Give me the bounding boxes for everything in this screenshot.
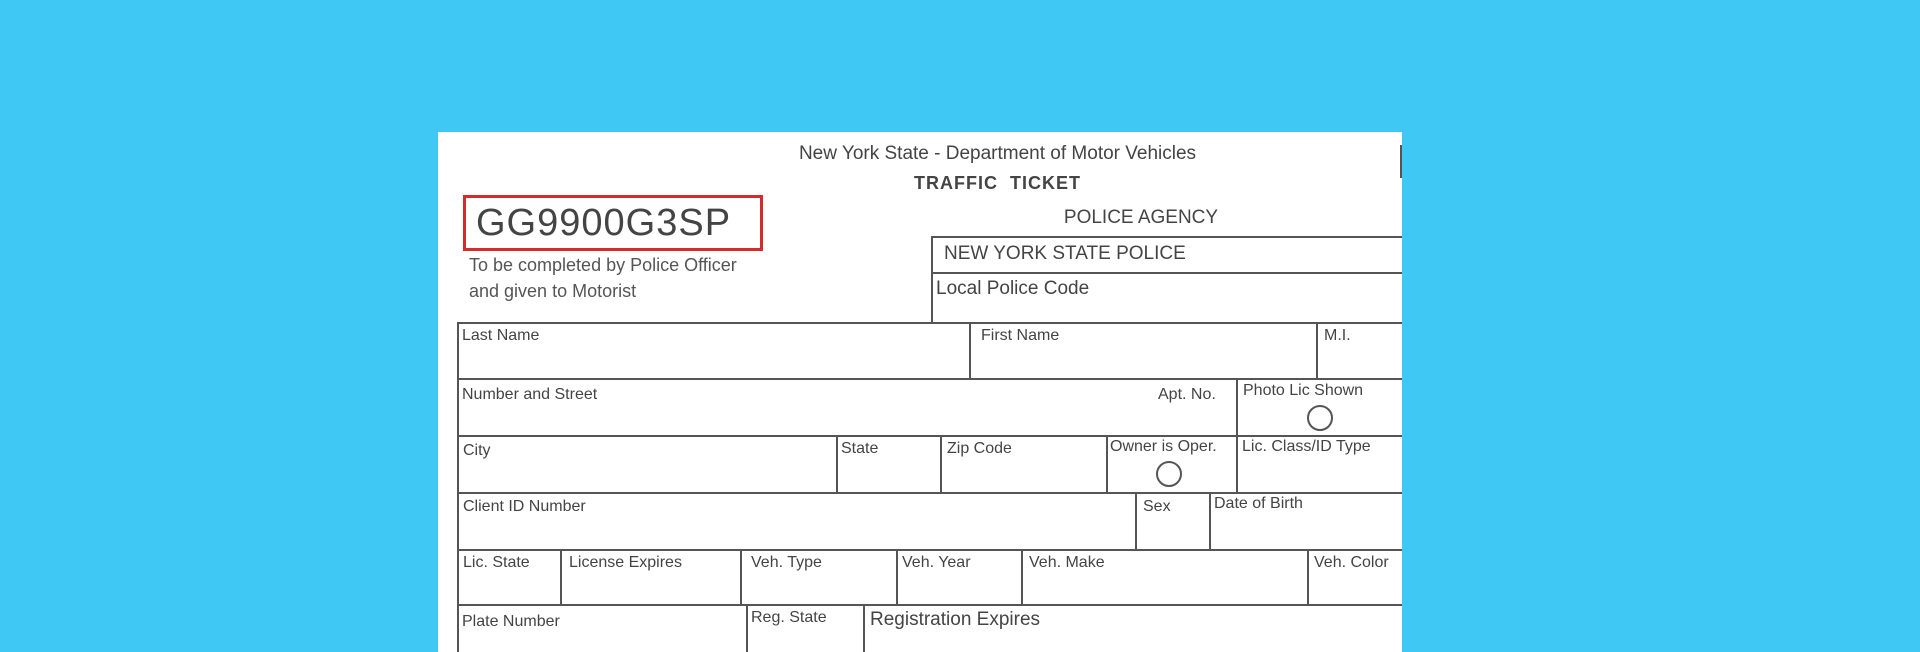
apt-no-field[interactable]: Apt. No. bbox=[1158, 386, 1216, 403]
last-name-field[interactable]: Last Name bbox=[462, 327, 540, 344]
border-line bbox=[896, 549, 898, 604]
photo-lic-shown-label: Photo Lic Shown bbox=[1243, 382, 1364, 399]
border-line bbox=[457, 549, 1402, 551]
border-line bbox=[1209, 492, 1211, 549]
date-of-birth-field[interactable]: Date of Birth bbox=[1214, 495, 1303, 512]
sex-field[interactable]: Sex bbox=[1143, 498, 1171, 515]
veh-make-field[interactable]: Veh. Make bbox=[1029, 554, 1105, 571]
local-police-code-label: Local Police Code bbox=[936, 278, 1090, 299]
border-line bbox=[969, 322, 971, 378]
police-agency-name: NEW YORK STATE POLICE bbox=[944, 243, 1186, 264]
border-line bbox=[457, 435, 1402, 437]
dmv-header: New York State - Department of Motor Veh… bbox=[798, 143, 1197, 164]
lic-class-field[interactable]: Lic. Class/ID Type bbox=[1242, 438, 1371, 455]
border-line bbox=[931, 272, 1402, 274]
border-line bbox=[1400, 145, 1402, 178]
border-line bbox=[740, 549, 742, 604]
veh-year-field[interactable]: Veh. Year bbox=[902, 554, 971, 571]
veh-type-field[interactable]: Veh. Type bbox=[751, 554, 822, 571]
owner-is-oper-checkbox[interactable] bbox=[1156, 461, 1182, 487]
border-line bbox=[1307, 549, 1309, 604]
instruction-line-2: and given to Motorist bbox=[469, 281, 637, 301]
border-line bbox=[940, 435, 942, 492]
border-line bbox=[1316, 322, 1318, 378]
license-expires-field[interactable]: License Expires bbox=[569, 554, 682, 571]
border-line bbox=[457, 378, 1402, 380]
client-id-field[interactable]: Client ID Number bbox=[463, 498, 586, 515]
border-line bbox=[1236, 378, 1238, 492]
middle-initial-field[interactable]: M.I. bbox=[1324, 327, 1351, 344]
border-line bbox=[1106, 435, 1108, 492]
border-line bbox=[931, 236, 1402, 238]
border-line bbox=[457, 322, 459, 652]
police-agency-heading: POLICE AGENCY bbox=[1063, 207, 1219, 228]
ticket-number-highlight: GG9900G3SP bbox=[463, 195, 763, 251]
border-line bbox=[836, 435, 838, 492]
first-name-field[interactable]: First Name bbox=[981, 327, 1060, 344]
ticket-number: GG9900G3SP bbox=[476, 202, 732, 244]
traffic-ticket-document: New York State - Department of Motor Veh… bbox=[438, 132, 1402, 652]
border-line bbox=[560, 549, 562, 604]
city-field[interactable]: City bbox=[463, 442, 491, 459]
plate-number-field[interactable]: Plate Number bbox=[462, 613, 560, 630]
border-line bbox=[931, 236, 933, 322]
border-line bbox=[457, 322, 1402, 324]
number-street-field[interactable]: Number and Street bbox=[462, 386, 598, 403]
veh-color-field[interactable]: Veh. Color bbox=[1314, 554, 1389, 571]
border-line bbox=[863, 604, 865, 652]
border-line bbox=[457, 604, 1402, 606]
border-line bbox=[457, 492, 1402, 494]
owner-is-oper-label: Owner is Oper. bbox=[1110, 438, 1217, 455]
state-field[interactable]: State bbox=[841, 440, 879, 457]
border-line bbox=[1021, 549, 1023, 604]
registration-expires-field[interactable]: Registration Expires bbox=[870, 609, 1041, 630]
lic-state-field[interactable]: Lic. State bbox=[463, 554, 530, 571]
zip-code-field[interactable]: Zip Code bbox=[947, 440, 1012, 457]
reg-state-field[interactable]: Reg. State bbox=[751, 609, 827, 626]
ticket-title: TRAFFIC TICKET bbox=[914, 173, 1081, 193]
photo-lic-shown-checkbox[interactable] bbox=[1307, 405, 1333, 431]
border-line bbox=[746, 604, 748, 652]
instruction-line-1: To be completed by Police Officer bbox=[469, 255, 737, 275]
border-line bbox=[1135, 492, 1137, 549]
